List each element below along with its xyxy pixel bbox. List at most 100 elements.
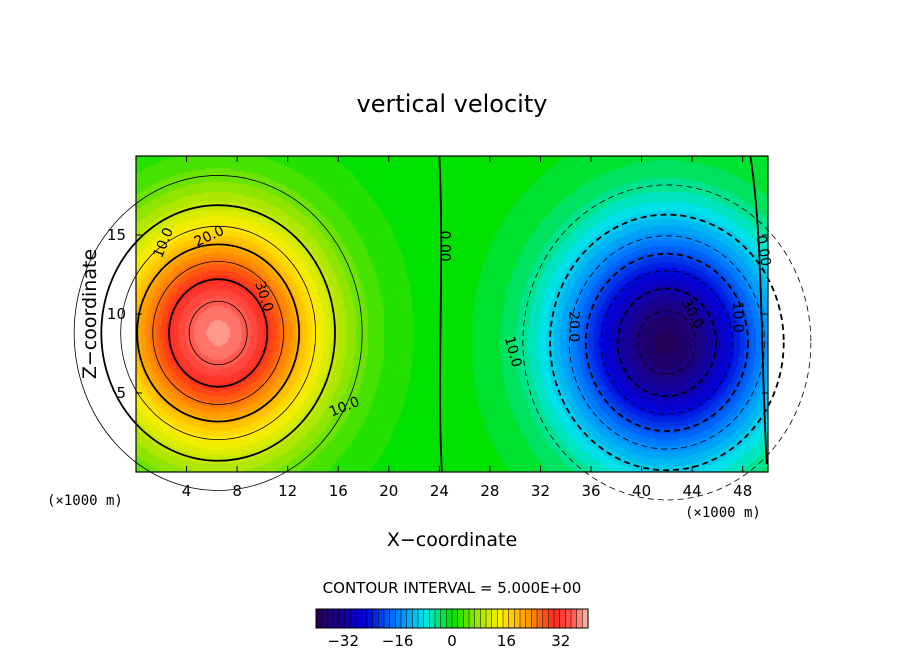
colorbar-segment [383, 608, 391, 629]
colorbar-segment [355, 608, 362, 629]
chart-title: vertical velocity [357, 90, 548, 118]
colorbar-segment [582, 608, 589, 629]
colorbar-segment [451, 608, 459, 629]
colorbar-segment [446, 608, 453, 629]
z-axis-label: Z−coordinate [79, 249, 101, 379]
contour-line-positive [73, 175, 363, 491]
plot-area [73, 155, 812, 501]
x-tick-label: 8 [232, 482, 242, 500]
colorbar-tick-label: 32 [551, 632, 570, 650]
colorbar-tick-label: −32 [327, 632, 359, 650]
colorbar-tick-label: 0 [447, 632, 457, 650]
colorbar-segment [559, 608, 566, 629]
colorbar-segment [565, 608, 572, 629]
x-tick-labels: 4 8 12 16 20 24 28 32 36 40 44 48 [182, 156, 752, 500]
contour-line-negative [584, 252, 749, 432]
z-tick-label: 10 [107, 305, 126, 323]
x-tick-label: 36 [581, 482, 600, 500]
colorbar-segment [344, 608, 351, 629]
contour-line-zero [749, 155, 768, 465]
x-tick-label: 40 [632, 482, 651, 500]
colorbar-segment [502, 608, 510, 629]
colorbar-segment [491, 608, 498, 629]
contour-line-negative [637, 310, 697, 375]
contour-value-label: 10.0 [729, 301, 746, 333]
colorbar-segment [338, 608, 345, 629]
contour-line-negative [568, 235, 765, 450]
x-tick-label: 28 [480, 482, 499, 500]
contour-line-positive [120, 225, 317, 440]
colorbar-segment [417, 608, 425, 629]
colorbar-segment [468, 608, 476, 629]
colorbar-segment [485, 608, 493, 629]
colorbar-segment [406, 608, 413, 629]
colorbar-segment [531, 608, 538, 629]
colorbar-frame [315, 608, 589, 629]
z-tick-label: 5 [116, 384, 126, 402]
x-tick-label: 12 [278, 482, 297, 500]
colorbar-segment [440, 608, 447, 629]
x-axis-label: X−coordinate [387, 529, 517, 551]
colorbar-segment [434, 608, 442, 629]
colorbar-segment [349, 608, 357, 629]
colorbar-segment [553, 608, 561, 629]
x-tick-label: 4 [182, 482, 192, 500]
contour-line-positive [136, 243, 301, 423]
contour-line-positive [168, 278, 269, 388]
colorbar-tick-label: 16 [497, 632, 516, 650]
contour-line-zero [438, 155, 443, 473]
contour-interval-label: CONTOUR INTERVAL = 5.000E+00 [323, 579, 582, 597]
x-tick-label: 20 [379, 482, 398, 500]
colorbar [315, 608, 589, 629]
contour-line-positive [188, 300, 248, 366]
colorbar-segment [327, 608, 334, 629]
contour-line-negative [616, 287, 717, 398]
contour-value-label: 10.0 [501, 335, 525, 369]
contour-line-negative [522, 184, 812, 501]
y-tick-labels: 5 10 15 [107, 226, 768, 402]
contour-line-negative [601, 270, 733, 415]
contour-line-positive [100, 204, 336, 462]
colorbar-segment [480, 608, 487, 629]
colorbar-segment [474, 608, 481, 629]
colorbar-segment [400, 608, 408, 629]
colorbar-segment [536, 608, 544, 629]
colorbar-segment [457, 608, 464, 629]
colorbar-segment [576, 608, 583, 629]
contour-line-positive [152, 260, 284, 405]
colorbar-segment [497, 608, 504, 629]
x-tick-label: 32 [531, 482, 550, 500]
x-tick-label: 44 [683, 482, 702, 500]
colorbar-segment [514, 608, 521, 629]
colorbar-segment [429, 608, 436, 629]
colorbar-segment [570, 608, 578, 629]
contour-value-label: 0.00 [752, 234, 773, 267]
colorbar-segment [542, 608, 549, 629]
colorbar-segment [321, 608, 328, 629]
x-tick-label: 16 [329, 482, 348, 500]
colorbar-segment [519, 608, 527, 629]
colorbar-segment [378, 608, 385, 629]
colorbar-tick-labels: −32 −16 0 16 32 [327, 632, 570, 650]
x-tick-label: 48 [733, 482, 752, 500]
colorbar-segment [366, 608, 374, 629]
colorbar-segment [361, 608, 368, 629]
filled-contour-field [136, 156, 768, 472]
colorbar-segment [395, 608, 402, 629]
colorbar-segment [412, 608, 419, 629]
colorbar-segment [525, 608, 532, 629]
colorbar-segment [508, 608, 515, 629]
colorbar-segment [423, 608, 430, 629]
x-end-unit: (×1000 m) [685, 505, 761, 521]
contour-line-negative [549, 213, 785, 472]
colorbar-segment [332, 608, 340, 629]
colorbar-tick-label: −16 [382, 632, 414, 650]
contour-value-label: 0.00 [436, 230, 452, 261]
x-origin-unit: (×1000 m) [47, 493, 123, 509]
z-tick-label: 15 [107, 226, 126, 244]
colorbar-segment [548, 608, 555, 629]
x-tick-label: 24 [430, 482, 449, 500]
contour-value-label: 20.0 [565, 311, 581, 342]
colorbar-segment [372, 608, 379, 629]
